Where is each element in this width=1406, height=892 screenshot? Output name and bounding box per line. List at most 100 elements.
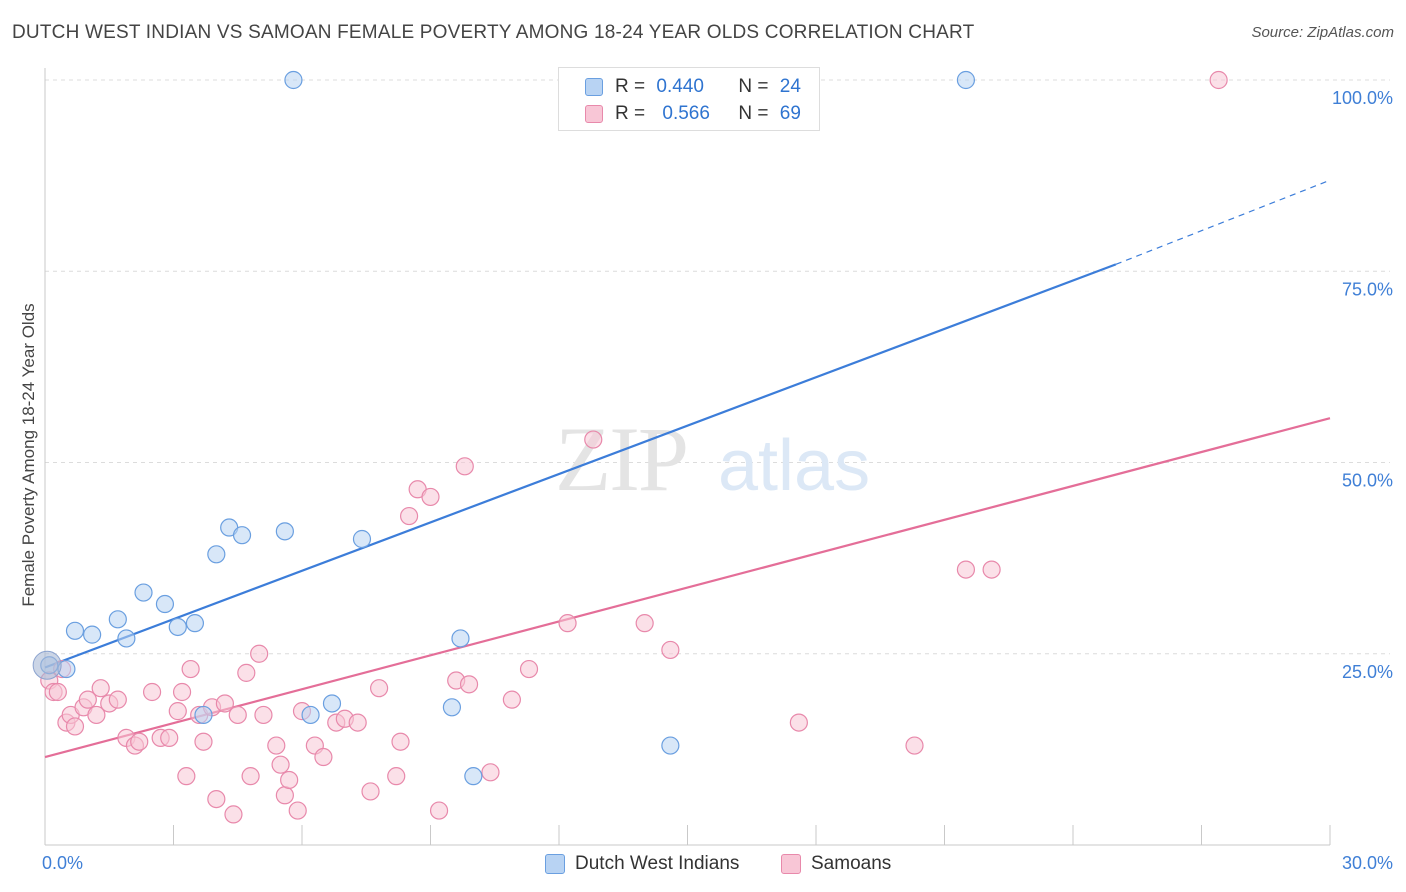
n-label: N =	[738, 76, 769, 97]
samoan-point	[271, 755, 290, 774]
dutch-west-indian-point	[232, 526, 252, 545]
samoan-point	[275, 786, 294, 805]
axes	[44, 68, 1331, 846]
dutch-west-indian-point	[32, 650, 62, 680]
samoan-point	[142, 682, 162, 702]
samoan-point	[421, 487, 440, 507]
n-value: 24	[779, 76, 801, 97]
watermark-zip: ZIP	[555, 408, 687, 510]
dutch-west-indian-point	[322, 694, 342, 713]
pink-swatch	[781, 854, 801, 874]
watermark-atlas: atlas	[718, 426, 870, 506]
data-points	[32, 70, 1228, 824]
samoan-point	[459, 675, 479, 694]
dutch-west-indian-point	[185, 614, 205, 633]
tick-labels: 25.0% 50.0% 75.0% 100.0% 0.0% 30.0%	[42, 88, 1393, 873]
legend-item-dutch-west-indians: Dutch West Indians	[545, 852, 739, 876]
samoan-point	[361, 782, 380, 801]
dutch-west-indian-point	[451, 629, 470, 648]
dutch-west-indian-point	[301, 705, 320, 725]
samoan-point	[87, 705, 106, 725]
pink-swatch	[585, 105, 603, 123]
blue-swatch	[545, 854, 565, 874]
samoan-point	[288, 801, 307, 820]
legend-item-samoans: Samoans	[781, 852, 891, 876]
dutch-west-indian-point	[194, 705, 213, 725]
correlation-legend: R = 0.440 N = 24 R = 0.566 N = 69	[558, 67, 820, 131]
y-tick-label: 75.0%	[1342, 279, 1393, 299]
samoan-point	[387, 767, 406, 786]
samoan-point	[267, 736, 286, 755]
samoan-point	[250, 644, 269, 663]
samoan-point	[519, 659, 539, 679]
samoan-point	[224, 805, 243, 824]
samoan-point	[280, 770, 299, 790]
samoan-point	[661, 640, 680, 660]
samoan-point	[228, 705, 247, 725]
samoan-point	[982, 560, 1001, 579]
samoan-point	[241, 767, 260, 786]
dutch-west-indian-trend-extension	[1115, 179, 1331, 265]
samoan-point	[65, 717, 85, 736]
samoan-point	[194, 732, 213, 751]
r-value: 0.440	[656, 76, 704, 97]
dutch-west-indian-point	[284, 70, 303, 90]
samoan-point	[78, 690, 97, 709]
n-label: N =	[738, 103, 769, 124]
legend-label: Samoans	[811, 853, 892, 874]
r-label: R =	[615, 103, 646, 124]
dutch-west-indian-point	[117, 629, 136, 648]
samoan-point	[160, 728, 179, 748]
samoan-trend	[44, 417, 1331, 759]
legend-row-samoans: R = 0.566 N = 69	[585, 100, 801, 128]
samoan-point	[370, 679, 389, 698]
dutch-west-indian-point	[956, 70, 976, 90]
dutch-west-indian-point	[352, 529, 372, 549]
dutch-west-indian-point	[134, 583, 153, 602]
n-value: 69	[779, 103, 801, 124]
dutch-west-indian-point	[442, 698, 462, 717]
samoan-point	[905, 736, 924, 755]
samoan-point	[429, 801, 449, 820]
y-tick-label: 100.0%	[1332, 88, 1393, 108]
y-tick-label: 25.0%	[1342, 662, 1393, 682]
y-tick-label: 50.0%	[1342, 471, 1393, 491]
samoan-point	[558, 614, 577, 633]
samoan-point	[399, 506, 419, 526]
trend-lines	[44, 179, 1331, 759]
blue-swatch	[585, 78, 603, 96]
samoan-point	[91, 679, 110, 698]
samoan-point	[635, 614, 654, 633]
dutch-west-indian-point	[275, 522, 294, 541]
samoan-point	[254, 705, 273, 725]
legend-label: Dutch West Indians	[575, 853, 740, 874]
samoan-point	[314, 747, 333, 767]
samoan-point	[584, 430, 603, 449]
samoan-point	[168, 702, 187, 721]
dutch-west-indian-point	[661, 736, 680, 755]
samoan-point	[956, 560, 976, 579]
samoan-point	[172, 682, 192, 702]
dutch-west-indian-point	[168, 617, 187, 637]
chart-title: DUTCH WEST INDIAN VS SAMOAN FEMALE POVER…	[12, 22, 975, 43]
samoan-point	[348, 713, 367, 732]
samoan-point	[502, 690, 521, 709]
samoan-point	[481, 763, 500, 782]
samoan-point	[108, 690, 127, 709]
samoan-point	[130, 732, 149, 751]
dutch-west-indian-point	[65, 621, 85, 640]
r-value: 0.566	[662, 103, 710, 124]
samoan-point	[455, 457, 474, 476]
grid-lines	[45, 79, 1390, 655]
samoan-point	[48, 682, 67, 702]
legend-row-dutch-west-indians: R = 0.440 N = 24	[585, 73, 801, 101]
samoan-point	[789, 713, 808, 732]
samoan-point	[181, 659, 200, 679]
samoan-point	[207, 789, 226, 809]
dutch-west-indian-point	[464, 767, 483, 786]
dutch-west-indian-point	[108, 610, 127, 629]
samoan-point	[1209, 70, 1228, 90]
dutch-west-indian-point	[207, 545, 226, 564]
samoan-point	[237, 663, 256, 682]
